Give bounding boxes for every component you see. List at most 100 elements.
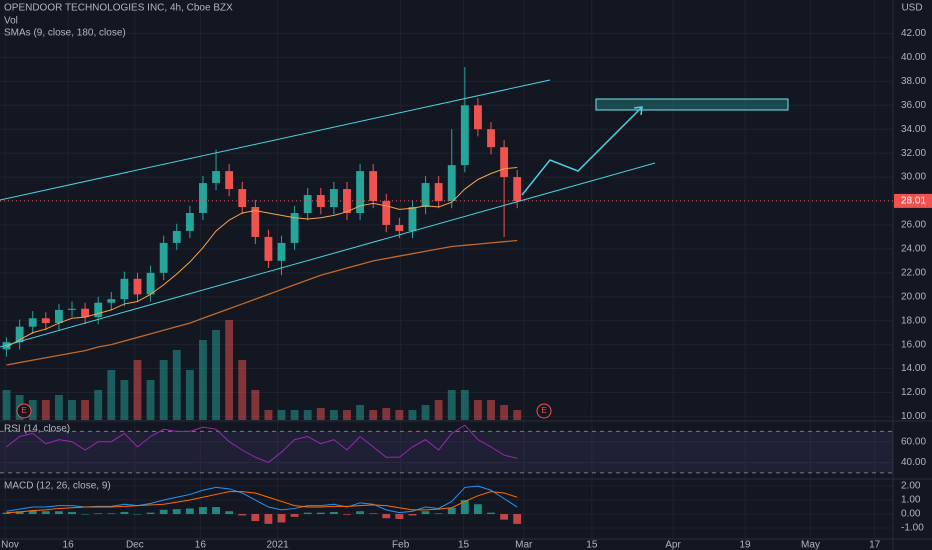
x-tick-label: May: [801, 540, 820, 550]
candle-body: [81, 308, 90, 318]
volume-bar: [212, 330, 220, 420]
candle-body: [146, 272, 155, 295]
macd-histogram-bar: [356, 511, 365, 515]
candle-body: [225, 171, 234, 190]
macd-histogram-bar: [238, 514, 247, 516]
volume-bar: [395, 410, 404, 420]
candle-body: [251, 207, 260, 237]
macd-histogram-bar: [225, 511, 234, 515]
macd-histogram-bar: [159, 509, 168, 515]
macd-histogram-bar: [199, 507, 207, 515]
macd-histogram-bar: [343, 514, 351, 515]
volume-bar: [434, 400, 443, 420]
candle-body: [68, 308, 76, 310]
y-tick-label: 32.00: [901, 148, 926, 159]
candle-body: [513, 177, 522, 202]
y-tick-label: 10.00: [901, 411, 926, 422]
macd-histogram-bar: [329, 511, 338, 515]
macd-histogram-bar: [447, 507, 456, 515]
macd-histogram-bar: [434, 513, 443, 515]
macd-histogram-bar: [41, 511, 50, 515]
volume-bar: [277, 410, 286, 420]
y-tick-label: 24.00: [901, 244, 926, 255]
candle-body: [421, 183, 430, 208]
y-tick-label: 18.00: [901, 315, 926, 326]
macd-histogram-bar: [303, 512, 312, 515]
volume-bar: [382, 408, 391, 420]
macd-histogram-bar: [290, 514, 299, 517]
volume-bar: [329, 410, 338, 420]
x-tick-label: 17: [869, 540, 881, 550]
candle-body: [329, 189, 338, 208]
x-tick-label: 19: [739, 540, 751, 550]
volume-bar: [264, 410, 273, 420]
macd-histogram-bar: [212, 507, 220, 515]
rsi-line: [6, 424, 518, 464]
candle-body: [500, 147, 509, 178]
channel-lower: [0, 162, 656, 348]
y-tick-label: 36.00: [901, 100, 926, 111]
candle-body: [264, 236, 273, 261]
target-box: [595, 98, 789, 111]
volume-bar: [146, 380, 155, 420]
currency-label: USD: [901, 3, 922, 14]
macd-histogram-bar: [487, 512, 495, 515]
candle-body: [303, 195, 312, 213]
candle-body: [28, 318, 37, 327]
macd-histogram-bar: [251, 514, 260, 522]
candle-body: [290, 212, 299, 243]
y-tick-label: 38.00: [901, 76, 926, 87]
candle-body: [356, 171, 365, 213]
candle-body: [382, 201, 391, 225]
x-tick-label: 16: [195, 540, 207, 550]
macd-histogram-bar: [133, 514, 142, 515]
sma180-line: [6, 239, 518, 366]
y-tick-label: 30.00: [901, 172, 926, 183]
macd-histogram-bar: [460, 500, 469, 515]
arrow-head: [633, 106, 643, 116]
volume-bar: [316, 408, 325, 420]
projection-arrow: [521, 106, 643, 196]
candle-body: [199, 183, 207, 213]
volume-bar: [356, 405, 365, 420]
volume-bar: [28, 400, 37, 420]
volume-bar: [487, 400, 495, 420]
x-tick-label: Mar: [515, 540, 533, 550]
volume-bar: [159, 360, 168, 420]
x-tick-label: Dec: [126, 540, 144, 550]
x-tick-label: Apr: [665, 540, 681, 550]
volume-bar: [460, 390, 469, 420]
earnings-marker[interactable]: [16, 403, 32, 419]
volume-bar: [369, 410, 378, 420]
macd-histogram-bar: [120, 511, 129, 515]
volume-bar: [133, 360, 142, 420]
volume-bar: [421, 405, 430, 420]
macd-histogram-bar: [81, 514, 90, 515]
candle-body: [159, 242, 168, 273]
volume-bar: [94, 390, 103, 420]
candle-body: [369, 171, 378, 202]
volume-bar: [251, 390, 260, 420]
y-tick-label: 16.00: [901, 339, 926, 350]
rsi-band: [0, 431, 893, 473]
x-tick-label: Nov: [1, 540, 19, 550]
volume-bar: [54, 395, 63, 420]
x-tick-label: Feb: [392, 540, 410, 550]
macd-histogram-bar: [421, 511, 430, 515]
macd-histogram-bar: [28, 510, 37, 515]
macd-histogram-bar: [2, 512, 11, 515]
candle-body: [185, 212, 194, 231]
rsi-label: RSI (14, close): [4, 424, 70, 435]
candle-body: [15, 326, 24, 343]
last-price-label: 28.01: [901, 196, 926, 207]
volume-bar: [303, 410, 312, 420]
volume-bar: [343, 410, 351, 420]
macd-histogram-bar: [68, 511, 76, 515]
candle-body: [41, 318, 50, 324]
earnings-marker[interactable]: [536, 403, 552, 419]
sma-label: SMAs (9, close, 180, close): [4, 28, 126, 39]
macd-histogram-bar: [94, 513, 103, 515]
y-tick-label: 42.00: [901, 28, 926, 39]
macd-histogram-bar: [185, 508, 194, 515]
